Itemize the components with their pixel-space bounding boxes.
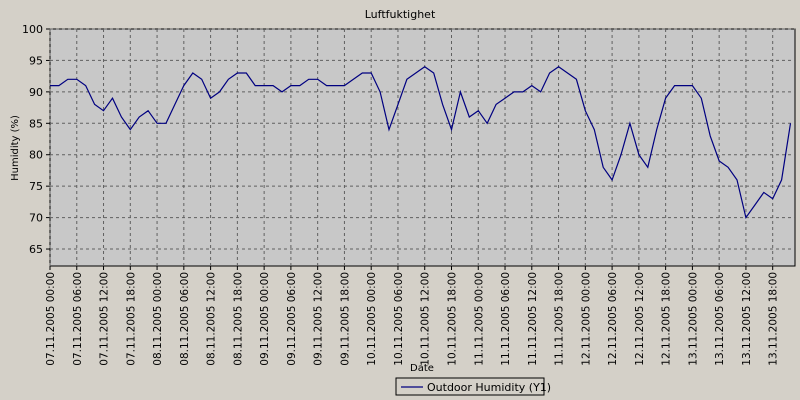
legend-box	[395, 377, 545, 396]
x-tick-label: 07.11.2005 00:00	[45, 272, 57, 366]
y-tick-label: 70	[29, 212, 43, 225]
y-axis-label: Humidity (%)	[10, 115, 21, 181]
y-tick-label: 80	[29, 149, 43, 162]
x-tick-label: 09.11.2005 12:00	[313, 272, 325, 366]
plot-area	[49, 28, 796, 267]
x-tick-label: 13.11.2005 12:00	[741, 272, 753, 366]
x-tick-label: 10.11.2005 00:00	[366, 272, 378, 366]
x-tick-label: 13.11.2005 06:00	[714, 272, 726, 366]
x-tick-label: 11.11.2005 00:00	[473, 272, 485, 366]
x-tick-label: 09.11.2005 00:00	[259, 272, 271, 366]
x-tick-label: 10.11.2005 06:00	[393, 272, 405, 366]
x-tick-label: 11.11.2005 12:00	[527, 272, 539, 366]
chart-title: Luftfuktighet	[365, 8, 436, 21]
x-tick-label: 08.11.2005 12:00	[206, 272, 218, 366]
legend: Outdoor Humidity (Y1)	[395, 377, 551, 396]
x-tick-label: 12.11.2005 12:00	[634, 272, 646, 366]
x-tick-label: 07.11.2005 06:00	[72, 272, 84, 366]
legend-label: Outdoor Humidity (Y1)	[427, 381, 551, 394]
x-tick-label: 12.11.2005 06:00	[607, 272, 619, 366]
x-tick-label: 12.11.2005 00:00	[580, 272, 592, 366]
x-tick-label: 09.11.2005 06:00	[286, 272, 298, 366]
x-tick-label: 11.11.2005 18:00	[554, 272, 566, 366]
x-tick-label: 08.11.2005 06:00	[179, 272, 191, 366]
y-tick-label: 65	[29, 243, 43, 256]
x-tick-label: 12.11.2005 18:00	[661, 272, 673, 366]
x-tick-label: 09.11.2005 18:00	[339, 272, 351, 366]
data-line	[50, 65, 792, 220]
x-tick-label: 13.11.2005 00:00	[687, 272, 699, 366]
x-tick-label: 10.11.2005 12:00	[420, 272, 432, 366]
y-tick-label: 85	[29, 117, 43, 130]
y-tick-label: 90	[29, 86, 43, 99]
y-tick-label: 100	[22, 23, 43, 36]
x-tick-label: 08.11.2005 00:00	[152, 272, 164, 366]
y-tick-label: 95	[29, 54, 43, 67]
x-tick-label: 07.11.2005 12:00	[99, 272, 111, 366]
x-tick-label: 07.11.2005 18:00	[125, 272, 137, 366]
y-tick-label: 75	[29, 180, 43, 193]
x-axis-label: Date	[410, 363, 434, 374]
x-tick-label: 10.11.2005 18:00	[446, 272, 458, 366]
x-tick-label: 08.11.2005 18:00	[232, 272, 244, 366]
x-tick-label: 13.11.2005 18:00	[768, 272, 780, 366]
x-tick-label: 11.11.2005 06:00	[500, 272, 512, 366]
